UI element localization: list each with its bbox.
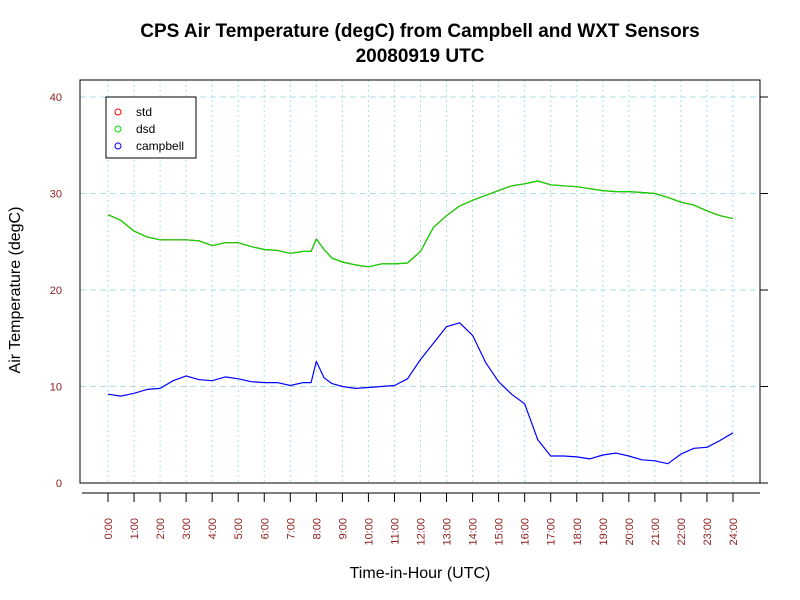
- legend-label-campbell: campbell: [136, 139, 184, 153]
- x-tick-label: 15:00: [494, 518, 506, 546]
- x-tick-label: 5:00: [233, 518, 245, 539]
- x-tick-label: 4:00: [207, 518, 219, 539]
- x-tick-label: 24:00: [728, 518, 740, 546]
- x-tick-label: 22:00: [676, 518, 688, 546]
- x-tick-label: 18:00: [572, 518, 584, 546]
- x-tick-label: 10:00: [363, 518, 375, 546]
- x-axis: 0:00 1:00 2:00 3:00 4:00 5:00 6:00 7:00 8:00 9:00…: [103, 493, 740, 546]
- y-tick-label: 40: [50, 92, 62, 104]
- legend-label-dsd: dsd: [136, 122, 155, 136]
- series-line-dsd: [107, 180, 734, 268]
- x-tick-label: 13:00: [442, 518, 454, 546]
- y-tick-label: 0: [56, 478, 62, 490]
- x-tick-label: 23:00: [702, 518, 714, 546]
- x-tick-label: 17:00: [546, 518, 558, 546]
- x-tick-label: 3:00: [181, 518, 193, 539]
- x-tick-label: 11:00: [389, 518, 401, 545]
- x-axis-label: Time-in-Hour (UTC): [350, 565, 491, 582]
- legend-label-std: std: [136, 105, 152, 119]
- y-tick-label: 30: [50, 189, 62, 201]
- chart-title: CPS Air Temperature (degC) from Campbell…: [140, 21, 700, 42]
- x-tick-label: 6:00: [259, 518, 271, 539]
- x-tick-label: 0:00: [103, 518, 115, 539]
- x-tick-label: 12:00: [416, 518, 428, 546]
- y-tick-label: 10: [50, 382, 62, 394]
- x-tick-label: 21:00: [650, 518, 662, 546]
- legend: std dsd campbell: [105, 96, 197, 159]
- x-tick-label: 8:00: [311, 518, 323, 539]
- x-tick-label: 1:00: [129, 518, 141, 539]
- x-tick-label: 9:00: [337, 518, 349, 539]
- x-tick-label: 19:00: [598, 518, 610, 546]
- y-axis: 0 10 20 30 40: [50, 92, 768, 490]
- series-line-campbell: [107, 322, 734, 465]
- y-tick-label: 20: [50, 285, 62, 297]
- x-tick-label: 14:00: [468, 518, 480, 546]
- legend-marker-campbell: [114, 142, 122, 150]
- x-tick-label: 16:00: [520, 518, 532, 546]
- x-tick-label: 20:00: [624, 518, 636, 546]
- x-tick-label: 2:00: [155, 518, 167, 539]
- plot-frame: [79, 79, 761, 484]
- y-axis-label: Air Temperature (degC): [7, 207, 24, 374]
- x-tick-label: 7:00: [285, 518, 297, 539]
- series-layer: [107, 180, 734, 465]
- legend-marker-dsd: [114, 125, 122, 133]
- legend-marker-std: [114, 108, 122, 116]
- grid-lines: [80, 80, 760, 483]
- chart-subtitle: 20080919 UTC: [356, 46, 485, 67]
- legend-box: [105, 96, 197, 159]
